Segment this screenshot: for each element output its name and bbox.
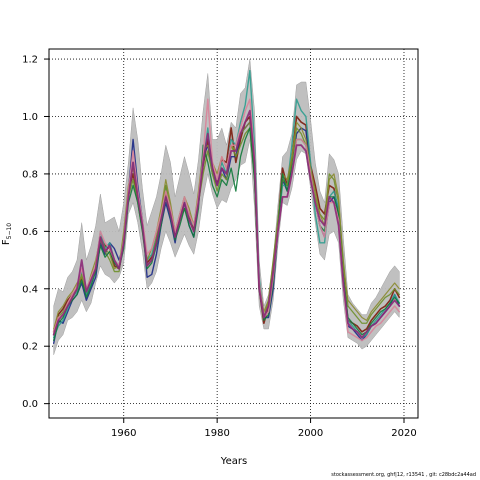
y-tick-label: 1.0 (22, 112, 38, 123)
x-tick-label: 2000 (298, 428, 323, 439)
y-axis-label: F5−10 (1, 223, 13, 245)
series-line-8 (52, 109, 401, 339)
y-tick-label: 0.6 (22, 227, 38, 238)
series-lines (52, 69, 401, 345)
x-tick-label: 2020 (391, 428, 416, 439)
y-tick-label: 0.0 (22, 399, 38, 410)
band-area (53, 59, 400, 355)
y-tick-label: 0.4 (22, 284, 38, 295)
y-axis-label-subscript: 5−10 (6, 223, 13, 240)
x-axis-label: Years (220, 456, 247, 467)
y-tick-label: 0.8 (22, 169, 38, 180)
y-tick-label: 1.2 (22, 55, 38, 66)
y-tick-label: 0.2 (22, 342, 38, 353)
y-axis-label-main: F (1, 239, 12, 245)
x-axis: 1960 1980 2000 2020 (111, 418, 417, 439)
x-tick-label: 1960 (111, 428, 136, 439)
x-tick-label: 1980 (204, 428, 229, 439)
y-axis: 0.0 0.2 0.4 0.6 0.8 1.0 1.2 (22, 55, 49, 410)
plot-frame (48, 48, 419, 419)
confidence-band (53, 59, 400, 355)
footer-text: stockassessment.org, ghf|12, r13541 , gi… (331, 472, 476, 478)
